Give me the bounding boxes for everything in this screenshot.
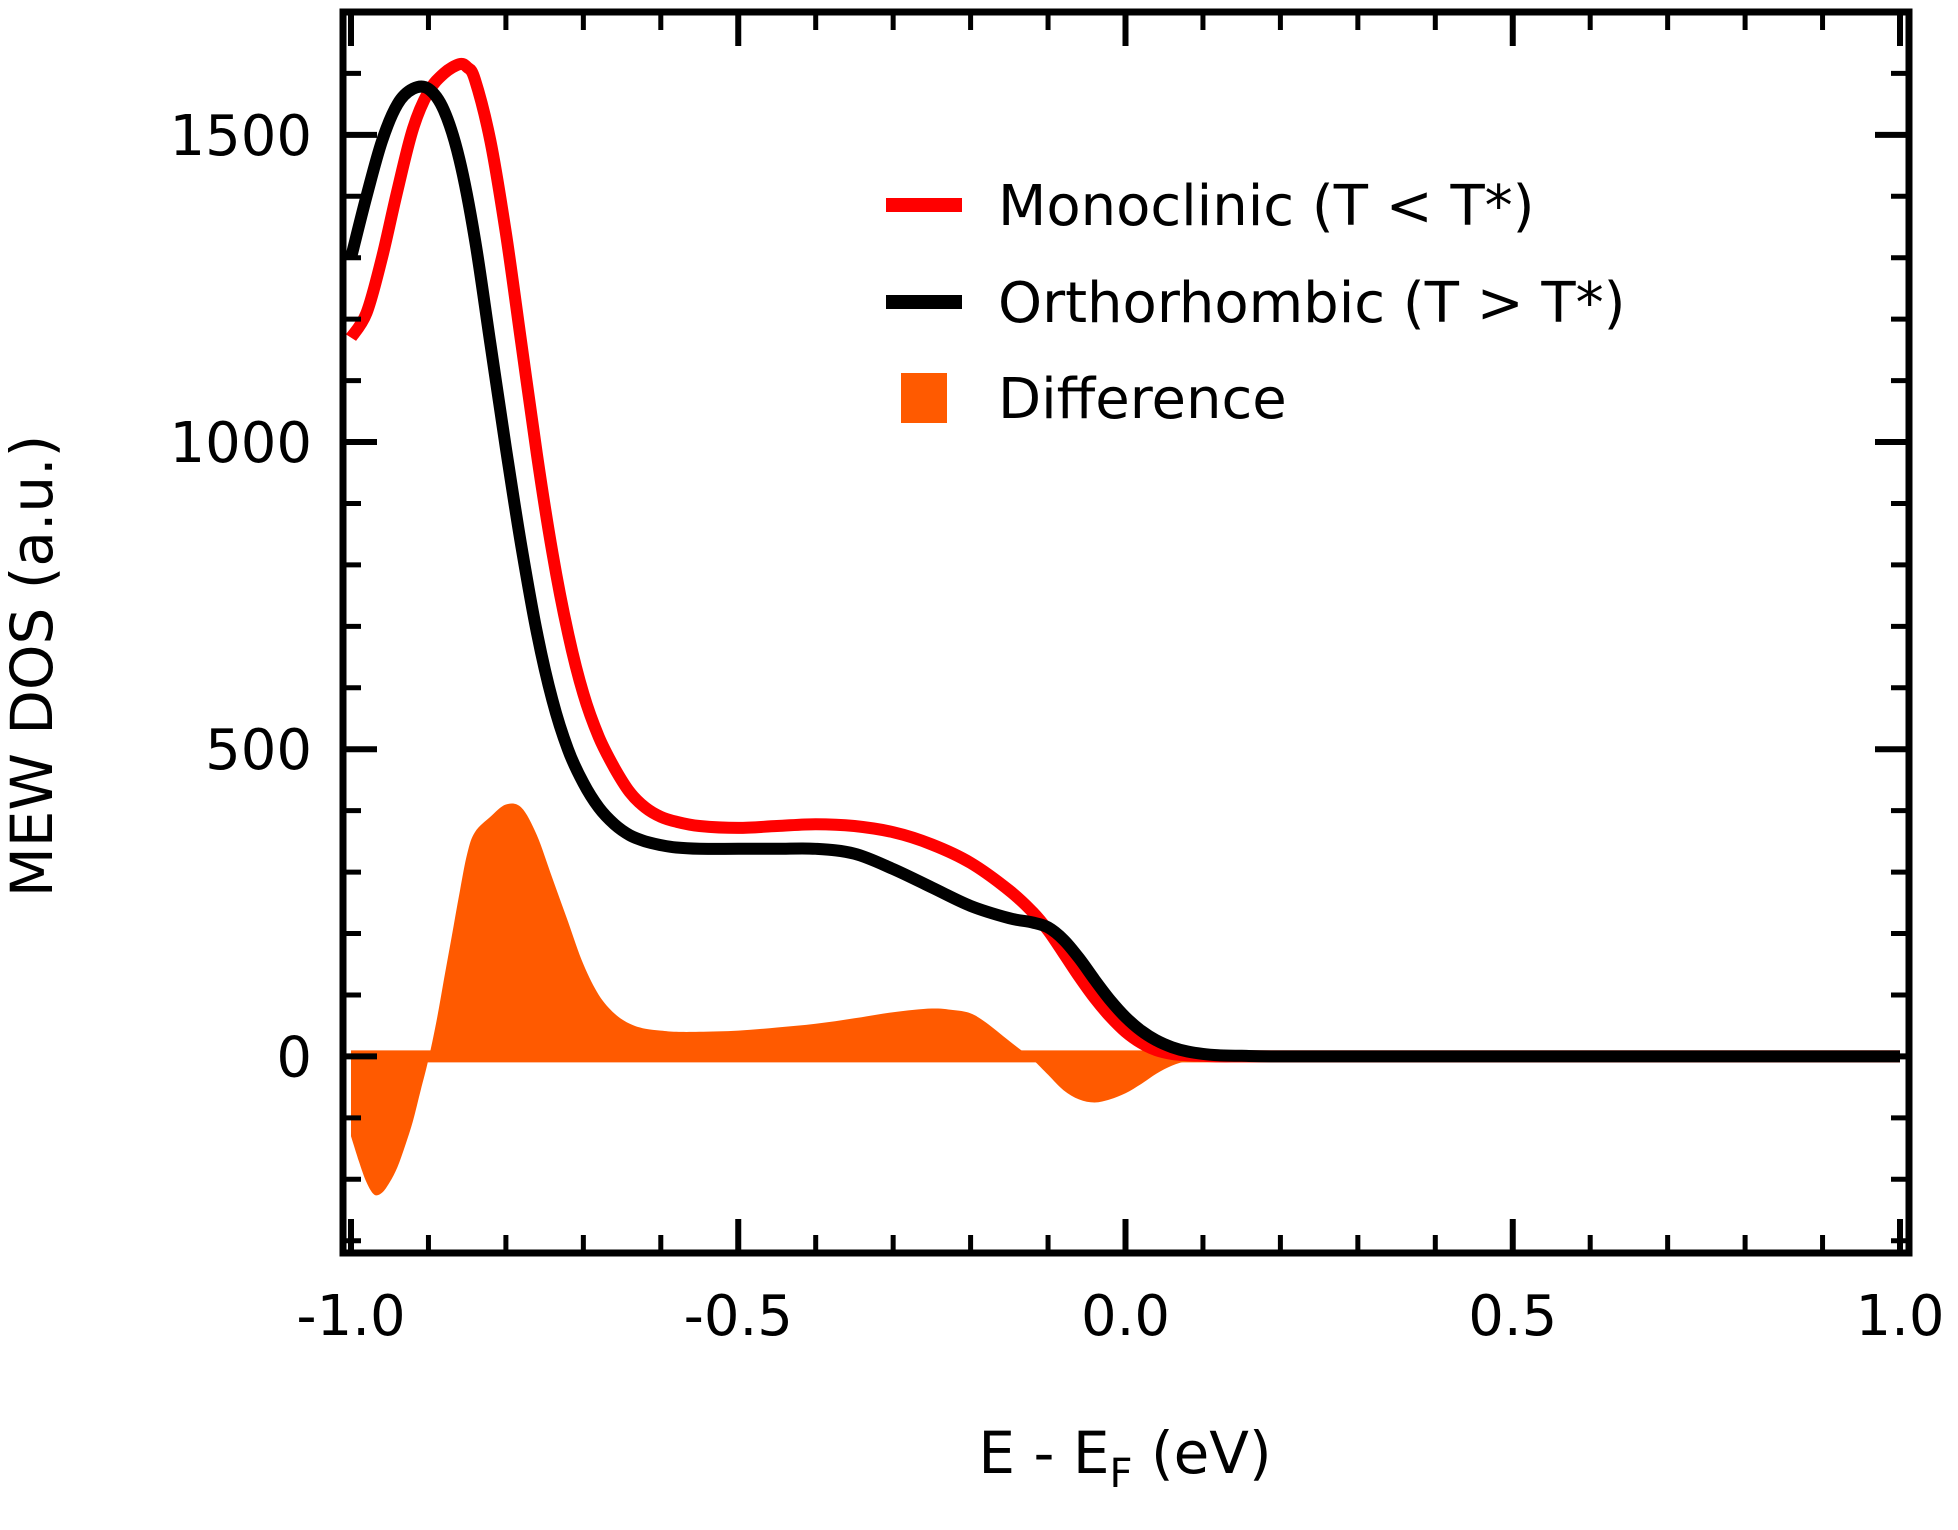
x-axis-title-main: E - E: [978, 1419, 1109, 1487]
series-lines-layer: [345, 57, 1900, 1063]
legend-label-orthorhombic: Orthorhombic (T > T*): [998, 271, 1625, 336]
legend: Monoclinic (T < T*) Orthorhombic (T > T*…: [886, 174, 1625, 432]
legend-label-difference: Difference: [998, 367, 1287, 432]
x-tick-label: -0.5: [684, 1284, 793, 1349]
x-tick-label: 0.0: [1081, 1284, 1170, 1349]
x-tick-label: 0.5: [1468, 1284, 1557, 1349]
ticks-layer: [343, 9, 1909, 1253]
tick-labels-layer: -1.0 -0.5 0.0 0.5 1.0 0 500 1000 1500: [169, 104, 1944, 1349]
x-axis-title: E - EF (eV): [978, 1419, 1271, 1497]
legend-swatch-difference: [901, 373, 947, 423]
x-tick-label: -1.0: [296, 1284, 405, 1349]
y-tick-label: 500: [205, 718, 312, 783]
legend-label-monoclinic: Monoclinic (T < T*): [998, 174, 1535, 239]
y-tick-label: 1000: [169, 411, 312, 476]
x-tick-label: 1.0: [1855, 1284, 1944, 1349]
y-tick-label: 0: [276, 1025, 312, 1090]
orthorhombic-series-line: [345, 80, 1900, 1063]
x-axis-title-unit: (eV): [1133, 1419, 1272, 1487]
y-tick-label: 1500: [169, 104, 312, 169]
y-axis-title: MEW DOS (a.u.): [0, 435, 66, 897]
difference-area: [351, 803, 1900, 1196]
x-axis-title-subscript: F: [1110, 1451, 1133, 1497]
difference-fill-layer: [351, 803, 1900, 1196]
